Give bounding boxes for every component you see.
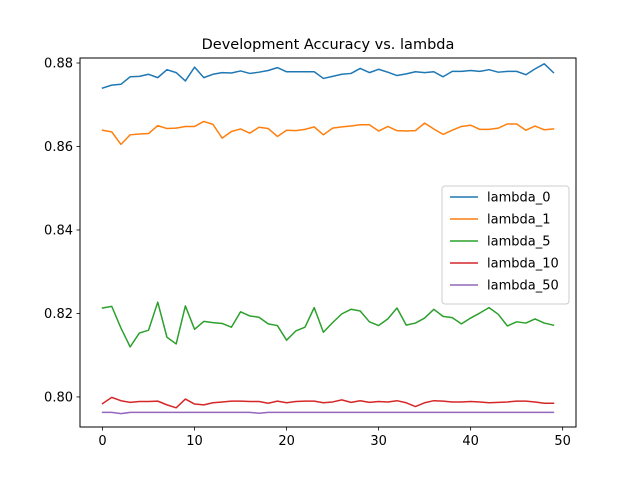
legend-label-lambda-50: lambda_50 xyxy=(487,279,559,294)
legend-box xyxy=(441,185,570,305)
y-tick-label: 0.84 xyxy=(44,223,73,238)
y-tick-label: 0.86 xyxy=(44,140,73,155)
legend-label-lambda-10: lambda_10 xyxy=(487,257,559,272)
x-tick-label: 20 xyxy=(278,434,295,449)
series-line-lambda-10 xyxy=(101,396,555,409)
legend: lambda_0 lambda_1 lambda_5 lambda_10 lambda_… xyxy=(441,185,570,305)
plot-frame xyxy=(79,57,577,428)
y-axis: 0.80 0.82 0.84 0.86 0.88 xyxy=(44,57,80,405)
y-tick-label: 0.88 xyxy=(44,57,73,72)
legend-label-lambda-5: lambda_5 xyxy=(487,235,550,250)
x-tick-label: 30 xyxy=(370,434,387,449)
series-line-lambda-50 xyxy=(101,411,555,415)
legend-label-lambda-1: lambda_1 xyxy=(487,213,550,228)
y-tick-label: 0.82 xyxy=(44,307,73,322)
y-tick-label: 0.80 xyxy=(44,390,73,405)
series-line-lambda-5 xyxy=(101,301,555,348)
x-tick-label: 10 xyxy=(186,434,203,449)
x-tick-label: 0 xyxy=(98,434,106,449)
chart-title: Development Accuracy vs. lambda xyxy=(202,37,455,53)
series-line-lambda-0 xyxy=(101,63,555,89)
x-tick-label: 50 xyxy=(554,434,571,449)
x-tick-label: 40 xyxy=(462,434,479,449)
series-line-lambda-1 xyxy=(101,120,555,146)
series-layer xyxy=(101,63,555,415)
x-axis: 0 10 20 30 40 50 xyxy=(98,427,571,449)
legend-label-lambda-0: lambda_0 xyxy=(487,191,550,206)
